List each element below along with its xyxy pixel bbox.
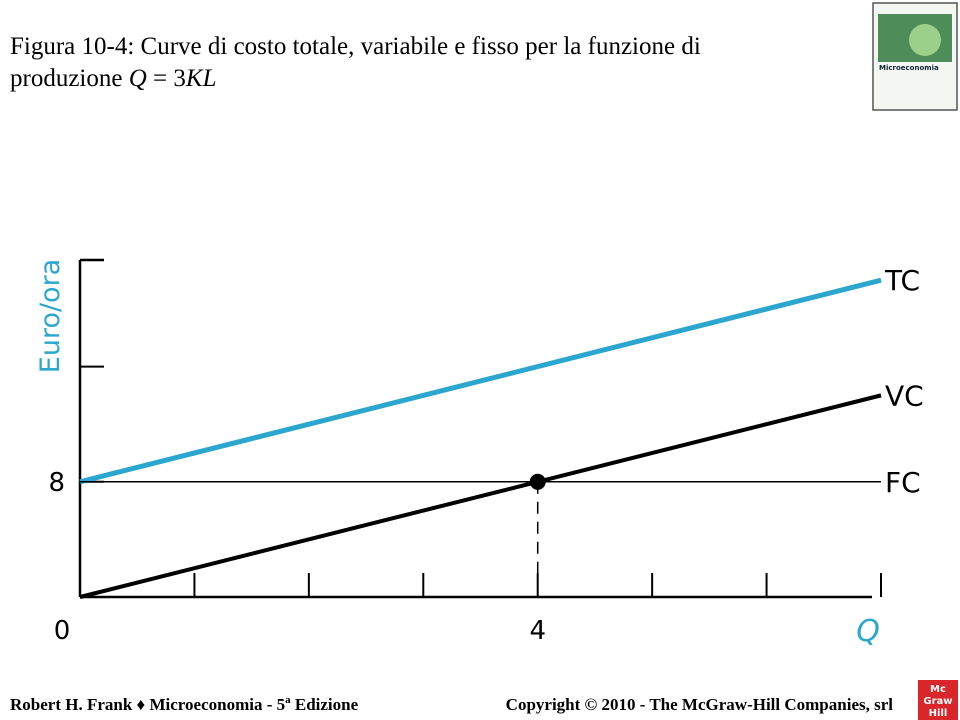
footer-right: Copyright © 2010 - The McGraw-Hill Compa…: [506, 695, 894, 714]
logo-text: Graw: [923, 696, 952, 707]
title-part: = 3: [147, 65, 186, 92]
series-label: TC: [884, 264, 920, 297]
x-tick-label: 0: [54, 616, 71, 646]
cover-title: Microeconomia: [879, 64, 939, 72]
series-label: FC: [885, 466, 921, 499]
logo-box: [918, 680, 958, 720]
x-tick-label: 4: [529, 616, 546, 646]
series-line: [79, 393, 882, 599]
title-part: produzione: [10, 65, 129, 92]
publisher-logo: Mc Graw Hill: [918, 680, 958, 720]
series-label: VC: [885, 379, 924, 412]
footer-left: Robert H. Frank ♦ Microeconomia - 5a Edi…: [10, 694, 359, 714]
series-line: [79, 277, 882, 485]
y-tick-label: 8: [48, 468, 65, 498]
y-axis-label: Euro/ora: [35, 259, 66, 373]
x-axis-label: Q: [856, 614, 880, 649]
book-cover: Microeconomia: [872, 2, 958, 111]
logo-text: Hill: [929, 708, 948, 719]
title-line-1: Figura 10-4: Curve di costo totale, vari…: [10, 33, 701, 60]
title-line-2: produzione Q = 3KL: [10, 65, 216, 92]
footer-part: Edizione: [291, 695, 359, 714]
title-part: Q: [129, 65, 147, 92]
title-part: KL: [185, 65, 217, 92]
chart: 8 0 4 TC VC FC Euro/ora Q: [35, 258, 924, 649]
footer-part: Robert H. Frank ♦ Microeconomia - 5: [10, 695, 285, 714]
footer-part: a: [285, 694, 291, 706]
cover-art: [909, 24, 941, 56]
point-marker: [529, 473, 546, 490]
logo-text: Mc: [930, 684, 946, 695]
